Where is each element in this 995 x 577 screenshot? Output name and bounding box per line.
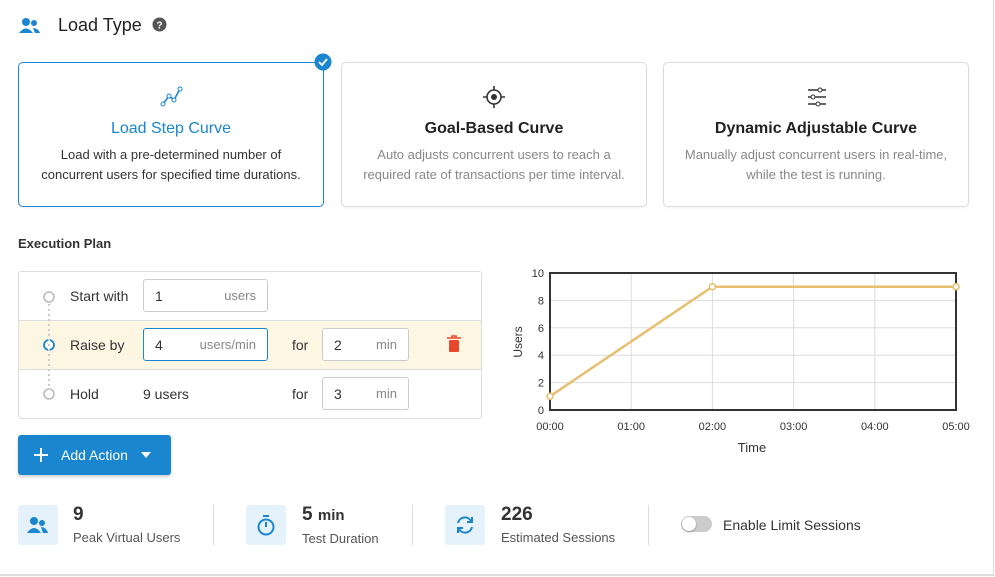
connector <box>48 304 50 390</box>
y-tick-label: 4 <box>538 350 544 362</box>
input[interactable]: 3 min <box>322 377 409 410</box>
card-description: concurrent users for specified time dura… <box>41 167 301 182</box>
stat-icon <box>445 505 485 545</box>
input-value: 2 <box>334 337 342 353</box>
help-icon[interactable]: ? <box>152 17 167 32</box>
for-label: for <box>292 337 309 353</box>
y-axis-label: Users <box>511 326 525 357</box>
selected-check <box>314 53 332 71</box>
x-tick-label: 04:00 <box>861 421 889 433</box>
card-description: while the test is running. <box>746 167 886 182</box>
input[interactable]: 2 min <box>322 328 409 361</box>
y-tick-label: 6 <box>538 323 544 335</box>
point <box>546 392 554 401</box>
users-icon <box>19 18 40 33</box>
stat-icon <box>18 505 58 545</box>
svg-text:?: ? <box>156 21 162 32</box>
stat-unit: min <box>317 507 345 524</box>
input-value: 1 <box>155 288 163 304</box>
input-unit: users/min <box>199 337 256 352</box>
for-label: for <box>292 386 309 402</box>
point <box>952 282 960 291</box>
x-tick-label: 03:00 <box>780 421 808 433</box>
input[interactable]: 1 users <box>143 279 268 312</box>
x-axis-label: Time <box>738 440 766 455</box>
row-value: 9 users <box>143 386 189 402</box>
y-tick-label: 8 <box>538 295 544 307</box>
divider <box>648 505 649 545</box>
card[interactable]: Dynamic Adjustable Curve Manually adjust… <box>663 62 969 207</box>
chart: Time Users 0 2 4 6 8 10 00:00 01:00 02:00 03:00 04… <box>511 268 970 455</box>
input-value: 4 <box>155 337 163 353</box>
stat-value: 9 <box>73 504 84 525</box>
toggle-label: Enable Limit Sessions <box>723 517 861 533</box>
x-tick-label: 01:00 <box>617 421 645 433</box>
plan-row: Start with 1 users <box>19 272 481 320</box>
point <box>708 282 717 291</box>
x-tick-label: 02:00 <box>699 421 727 433</box>
input-value: 3 <box>334 386 342 402</box>
add-action-button[interactable]: Add Action <box>18 435 171 475</box>
divider <box>19 369 481 370</box>
plan-row: Raise by 4 users/min for 2 min <box>19 321 481 369</box>
target-icon <box>483 86 505 108</box>
y-tick-label: 2 <box>538 378 544 390</box>
section-label: Execution Plan <box>18 236 112 251</box>
curve-icon <box>160 86 183 107</box>
y-tick-label: 10 <box>532 268 544 280</box>
stat-label: Test Duration <box>302 531 379 546</box>
stat-value: 5 min <box>302 504 345 526</box>
divider <box>19 320 481 321</box>
input-unit: min <box>376 386 397 401</box>
x-tick-label: 05:00 <box>942 421 970 433</box>
card-title: Dynamic Adjustable Curve <box>714 120 918 137</box>
delete-icon[interactable] <box>446 335 462 353</box>
stat-number: 5 <box>302 504 313 525</box>
card[interactable]: Goal-Based Curve Auto adjusts concurrent… <box>341 62 647 207</box>
card-description: Manually adjust concurrent users in real… <box>684 147 948 162</box>
toggle-knob <box>682 517 696 531</box>
card-title: Goal-Based Curve <box>424 120 564 137</box>
section-title: Load Type <box>58 15 142 35</box>
card-description: Auto adjusts concurrent users to reach a <box>377 147 611 162</box>
card-description: Load with a pre-determined number of <box>60 147 282 162</box>
divider <box>412 505 413 545</box>
plan-row: Hold 9 users for 3 min <box>19 370 481 418</box>
toggle[interactable] <box>681 516 712 532</box>
caret <box>141 452 151 458</box>
x-tick-label: 00:00 <box>536 421 564 433</box>
row-label: Raise by <box>70 337 125 353</box>
input-unit: min <box>376 337 397 352</box>
card[interactable]: Load Step Curve Load with a pre-determin… <box>18 62 324 207</box>
row-label: Start with <box>70 288 129 304</box>
card-title: Load Step Curve <box>110 120 232 137</box>
stat-value: 226 <box>501 504 533 525</box>
stat-label: Estimated Sessions <box>501 530 616 545</box>
card-description: required rate of transactions per time i… <box>363 167 625 182</box>
sliders-icon <box>808 87 826 107</box>
divider <box>213 505 214 545</box>
input[interactable]: 4 users/min <box>143 328 268 361</box>
stat-label: Peak Virtual Users <box>73 530 181 545</box>
row-label: Hold <box>70 386 99 402</box>
input-unit: users <box>224 288 256 303</box>
stat-icon <box>246 505 286 545</box>
radio[interactable] <box>42 290 56 304</box>
plus-icon <box>34 448 48 462</box>
line <box>549 285 956 398</box>
plot-frame <box>549 272 957 411</box>
plan-table <box>18 271 482 419</box>
button-label: Add Action <box>61 447 128 463</box>
y-tick-label: 0 <box>538 405 544 417</box>
